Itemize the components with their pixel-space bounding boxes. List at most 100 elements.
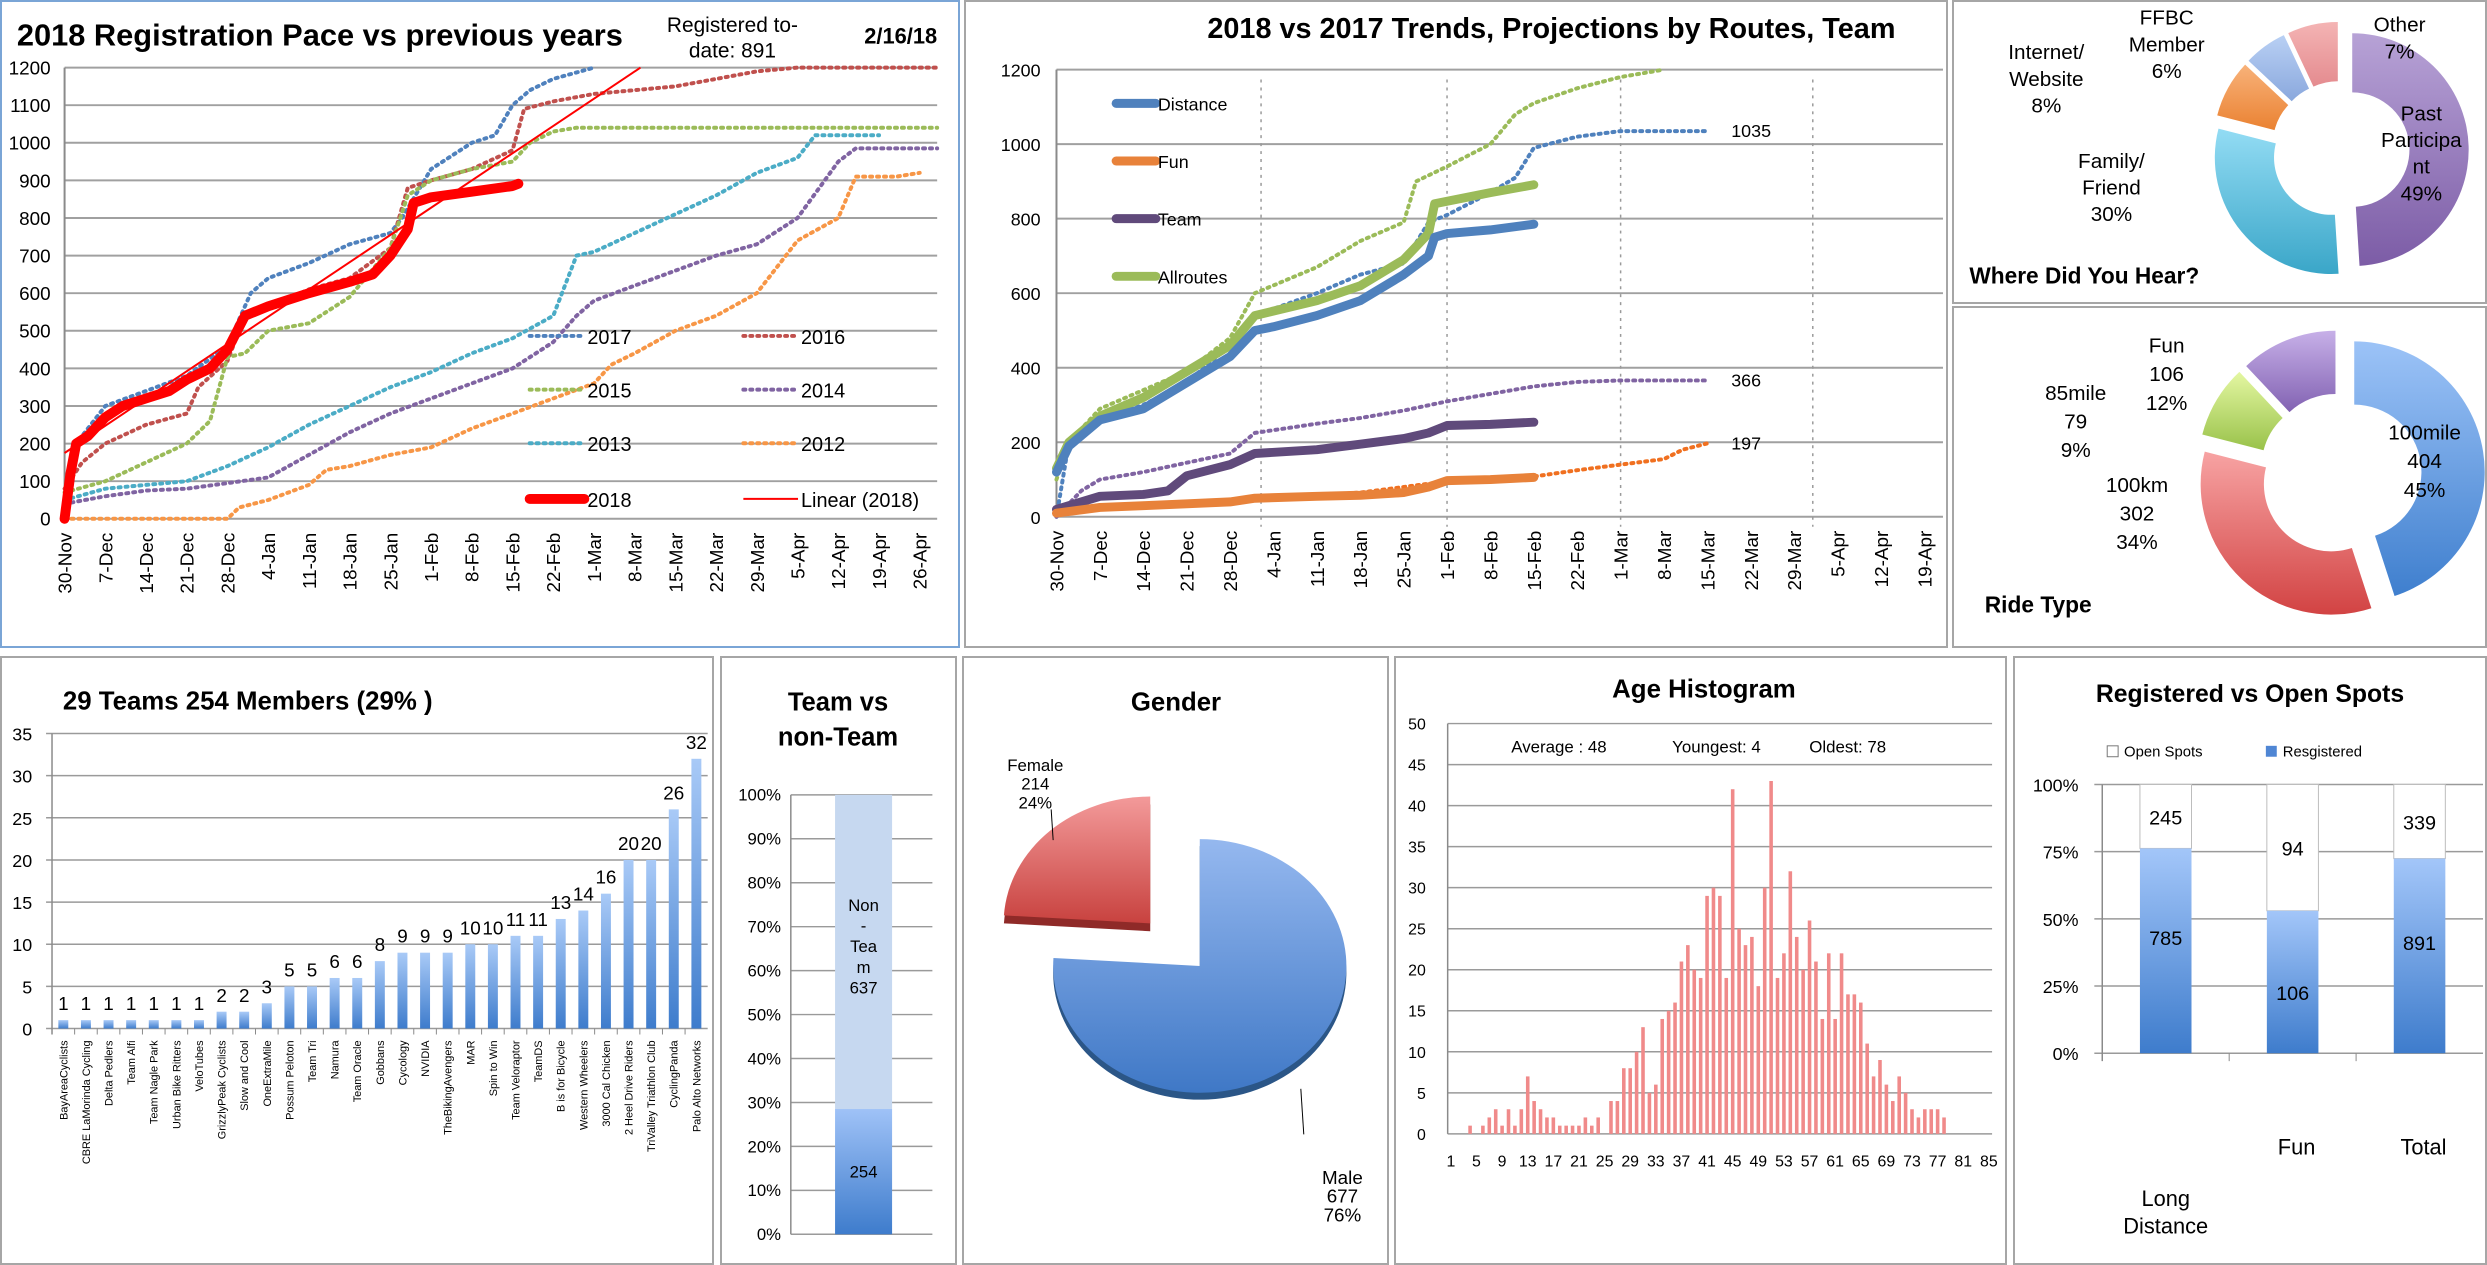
x-tick-label: 18-Jan bbox=[341, 533, 362, 591]
stat-label: Average : 48 bbox=[1511, 737, 1606, 756]
x-tick-label: Western Wheelers bbox=[578, 1040, 590, 1130]
x-tick-label: 77 bbox=[1929, 1154, 1947, 1171]
histogram-bar bbox=[1910, 1109, 1914, 1134]
x-tick-label: 61 bbox=[1826, 1154, 1844, 1171]
stat-label: Youngest: 4 bbox=[1672, 737, 1761, 756]
histogram-bar bbox=[1897, 1076, 1901, 1134]
slice-label-line: 85mile bbox=[2045, 382, 2106, 405]
end-value-label: 197 bbox=[1731, 433, 1761, 453]
y-tick-label: 800 bbox=[19, 209, 51, 230]
slice-label-line: Participa bbox=[2381, 129, 2462, 152]
y-tick-label: 10 bbox=[12, 935, 32, 955]
x-tick-label: 15-Mar bbox=[1698, 531, 1719, 591]
bar-value-label: 9 bbox=[420, 927, 431, 948]
x-tick-label: CyclingPanda bbox=[669, 1040, 681, 1108]
histogram-bar bbox=[1500, 1125, 1504, 1134]
x-tick-label: 1-Feb bbox=[1438, 531, 1459, 580]
x-tick-label: Gobbans bbox=[375, 1040, 387, 1085]
chart-title: Age Histogram bbox=[1612, 676, 1796, 704]
histogram-bar bbox=[1628, 1068, 1632, 1134]
bar-value-label: 1 bbox=[171, 994, 182, 1015]
histogram-bar bbox=[1538, 1109, 1543, 1134]
slice-label: Past Participa nt 49% bbox=[2381, 102, 2462, 205]
y-tick-label: 50 bbox=[1408, 717, 1426, 734]
x-tick-label: 2 Heel Drive Riders bbox=[624, 1040, 636, 1135]
slice-label: Family/Friend 30% bbox=[2078, 150, 2145, 226]
slice-label-line: 106 bbox=[2149, 363, 2184, 386]
histogram-bar bbox=[1686, 945, 1690, 1134]
x-tick-label: 29-Mar bbox=[748, 533, 769, 593]
bar bbox=[397, 952, 408, 1029]
histogram-bar bbox=[1577, 1125, 1581, 1134]
x-tick-label: 28-Dec bbox=[218, 533, 239, 594]
bar-value-label: 10 bbox=[460, 918, 481, 939]
x-tick-label: 5-Apr bbox=[1829, 531, 1850, 577]
x-tick-label: 15-Mar bbox=[666, 533, 687, 593]
stat-label: Oldest: 78 bbox=[1809, 737, 1886, 756]
slice-label-female-line: 214 bbox=[1021, 775, 1049, 794]
team-vs-nonteam-panel: Team vs non-Team 0% 10% 20% 30% 40% 50% 60% 70% 80… bbox=[720, 656, 957, 1265]
x-tick-label: 12-Apr bbox=[829, 533, 850, 590]
bar-value-label: 5 bbox=[307, 960, 318, 981]
x-tick-label: Slow and Cool bbox=[239, 1040, 251, 1110]
bar bbox=[533, 935, 544, 1029]
y-tick-label: 50% bbox=[748, 1005, 782, 1024]
x-tick-label: 14-Dec bbox=[137, 533, 158, 594]
x-tick-label: 15-Feb bbox=[503, 533, 524, 593]
x-tick-label: 69 bbox=[1878, 1154, 1896, 1171]
x-category-label-line: Distance bbox=[2123, 1214, 2208, 1239]
bar-value-label: 9 bbox=[442, 927, 453, 948]
histogram-bar bbox=[1711, 887, 1716, 1134]
x-tick-label: 21 bbox=[1570, 1154, 1588, 1171]
histogram-bar bbox=[1929, 1109, 1934, 1134]
series-line-fun-2017 bbox=[1054, 441, 1710, 516]
bar-value-label: 16 bbox=[595, 868, 616, 889]
slice-label-line: Internet/ bbox=[2008, 41, 2084, 64]
non-team-value-label-line: m bbox=[857, 958, 871, 977]
bar-value-label: 20 bbox=[618, 834, 639, 855]
slice-100km bbox=[2200, 451, 2372, 615]
histogram-bar bbox=[1641, 1027, 1645, 1134]
series-line-team-2018 bbox=[1052, 417, 1539, 514]
registered-value-label: 785 bbox=[2149, 928, 2182, 950]
slice-label-line: Website bbox=[2009, 68, 2083, 91]
x-tick-label: 19-Apr bbox=[1915, 531, 1936, 588]
bar-value-label: 1 bbox=[103, 994, 113, 1015]
x-tick-label: 17 bbox=[1545, 1154, 1563, 1171]
series-line-allroutes-2018 bbox=[1052, 180, 1539, 473]
slice-label-line: 100km bbox=[2106, 474, 2168, 497]
x-tick-label: 45 bbox=[1724, 1154, 1742, 1171]
x-tick-label: 29 bbox=[1621, 1154, 1639, 1171]
histogram-bar bbox=[1589, 1125, 1594, 1134]
chart-title: 2018 Registration Pace vs previous years bbox=[17, 18, 623, 53]
x-category-label-line: Total bbox=[2400, 1134, 2446, 1159]
x-tick-label: 25 bbox=[1596, 1154, 1614, 1171]
x-tick-label: 8-Mar bbox=[1655, 531, 1676, 580]
x-tick-label: 1-Mar bbox=[585, 533, 606, 582]
x-tick-label: 21-Dec bbox=[178, 533, 199, 594]
histogram-bar bbox=[1903, 1092, 1908, 1134]
histogram-bar bbox=[1814, 961, 1818, 1134]
x-tick-label: 11-Jan bbox=[1308, 531, 1329, 587]
slice-label-female: Female 214 24% bbox=[1007, 756, 1063, 813]
x-tick-label: 25-Jan bbox=[1395, 531, 1416, 589]
histogram-bar bbox=[1794, 936, 1799, 1134]
registered-to-date-annotation-line: date: 891 bbox=[689, 40, 776, 63]
x-tick-label: VeloTubes bbox=[194, 1040, 206, 1092]
series-line-2013 bbox=[62, 133, 882, 502]
bar bbox=[578, 910, 589, 1029]
x-tick-label: 5-Apr bbox=[789, 533, 810, 579]
slice-label: Fun 106 12% bbox=[2146, 334, 2188, 414]
slice-past-participant bbox=[2352, 33, 2469, 266]
slice-label-line: FFBC bbox=[2140, 7, 2194, 30]
y-tick-label: 30 bbox=[1408, 881, 1426, 898]
x-tick-label: TeamDS bbox=[533, 1040, 545, 1082]
leader-line-male bbox=[1300, 1088, 1305, 1135]
x-category-label: Long Distance bbox=[2123, 1186, 2208, 1239]
x-tick-label: 33 bbox=[1647, 1154, 1665, 1171]
y-tick-label: 20% bbox=[748, 1137, 782, 1156]
y-tick-label: 900 bbox=[19, 171, 51, 192]
series-line-2015 bbox=[62, 125, 940, 495]
x-tick-label: 22-Feb bbox=[1568, 531, 1589, 591]
histogram-bar bbox=[1852, 994, 1857, 1134]
